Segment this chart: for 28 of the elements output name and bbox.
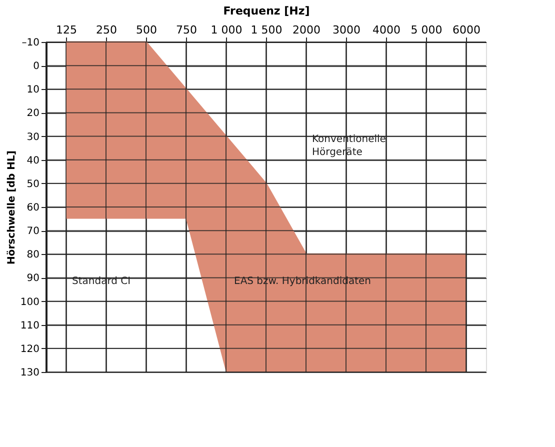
x-tick-label: 1 000 (210, 24, 242, 36)
y-tick-label: 10 (26, 84, 40, 96)
x-tick-label: 4000 (372, 24, 400, 36)
y-tick-label: 130 (20, 368, 40, 378)
x-tick-label: 125 (56, 24, 77, 36)
y-tick-label: 50 (26, 178, 40, 190)
y-tick-label: 70 (26, 226, 40, 238)
y-axis-title: Hörschwelle [db HL] (6, 150, 18, 264)
y-tick-label: 80 (26, 250, 40, 261)
x-tick-label: 750 (176, 24, 197, 36)
x-tick-label: 6000 (452, 24, 480, 36)
x-tick-label: 5 000 (410, 24, 442, 36)
x-tick-label: 500 (136, 24, 157, 36)
x-axis-title: Frequenz [Hz] (223, 4, 310, 18)
y-tick-label: 0 (33, 61, 40, 72)
y-tick-label: 90 (26, 273, 40, 284)
y-tick-label: 30 (26, 132, 40, 143)
y-tick-label: 40 (26, 155, 40, 166)
y-tick-label: 120 (20, 344, 40, 355)
x-tick-label: 250 (96, 24, 117, 36)
y-tick-label: 110 (20, 320, 40, 332)
x-tick-label: 3000 (332, 24, 360, 36)
y-tick-label: 60 (26, 202, 40, 214)
x-tick-label: 2000 (292, 24, 320, 36)
y-tick-label: –10 (22, 38, 40, 48)
y-tick-label: 20 (26, 108, 40, 120)
x-tick-label: 1 500 (250, 24, 282, 36)
y-tick-label: 100 (20, 296, 40, 308)
